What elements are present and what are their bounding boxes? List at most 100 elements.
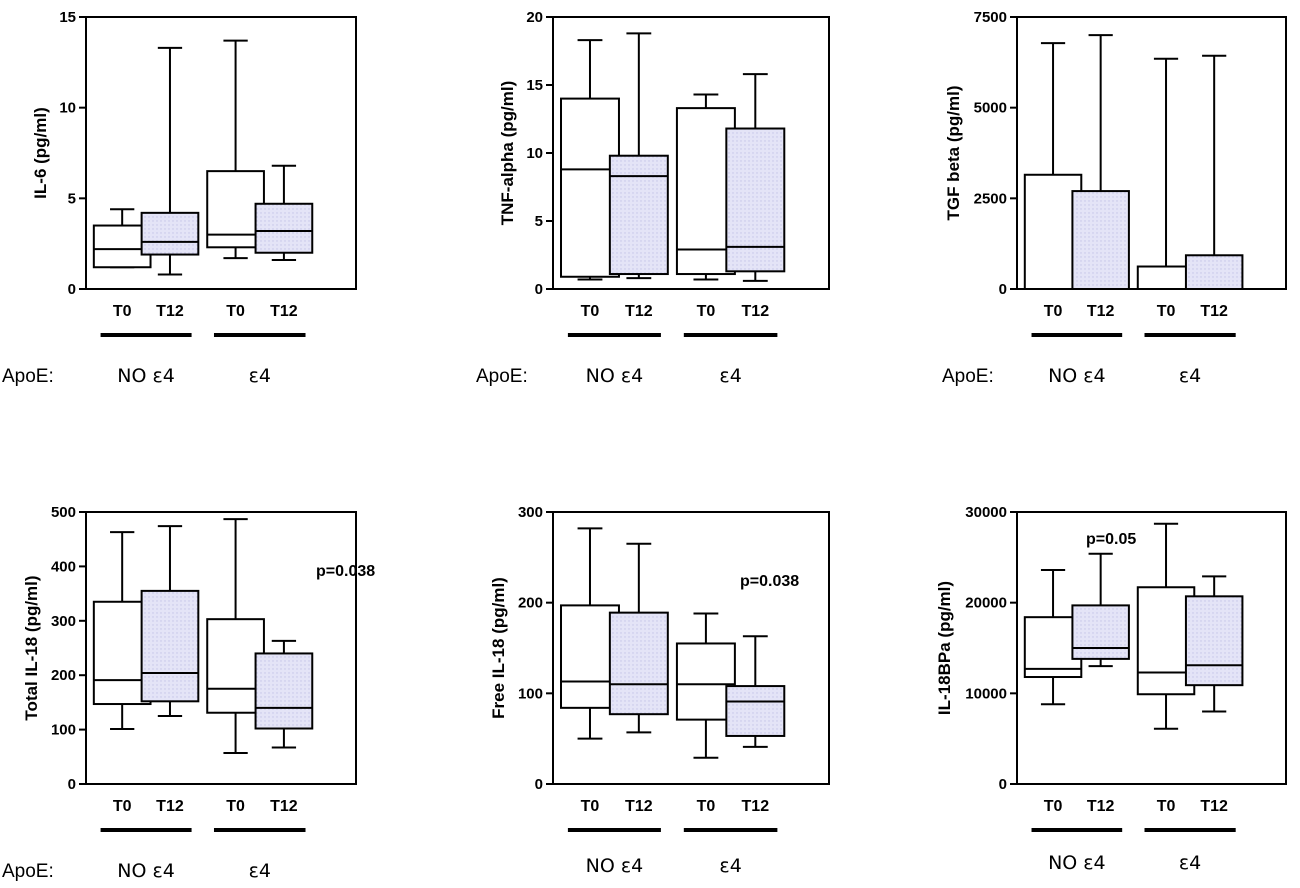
y-tick-label: 0 (535, 776, 543, 793)
y-tick-label: 200 (51, 667, 76, 684)
y-tick-label: 7500 (974, 9, 1007, 26)
category-label: T12 (156, 798, 184, 815)
box-iqr (608, 611, 669, 716)
group-label: NO ε4 (1048, 852, 1106, 874)
box-iqr (1184, 595, 1244, 687)
box-t0-e4 (206, 518, 265, 754)
y-tick-label: 0 (535, 281, 543, 298)
y-tick-label: 15 (526, 77, 543, 94)
category-label: T12 (625, 303, 653, 320)
y-tick-label: 300 (51, 613, 76, 630)
group-label: NO ε4 (586, 855, 644, 877)
p-value-annotation: p=0.038 (316, 563, 375, 580)
y-tick-label: 100 (518, 685, 543, 702)
group-label: ε4 (249, 860, 271, 882)
y-tick-label: 0 (999, 776, 1007, 793)
box-iqr (140, 211, 200, 256)
y-tick-label: 200 (518, 595, 543, 612)
group-label: NO ε4 (586, 365, 644, 387)
category-label: T12 (1200, 303, 1228, 320)
box-t12-no-e4 (608, 542, 669, 734)
chart-panel-total-il18: 0 100 200 300 400 500 Total IL-18 (pg/ml) T0 T12… (2, 504, 375, 882)
y-tick-label: 500 (51, 504, 76, 521)
y-tick-label: 10 (526, 145, 543, 162)
category-label: T0 (226, 798, 245, 815)
category-label: T12 (742, 303, 770, 320)
group-label: ε4 (719, 365, 741, 387)
y-axis-label: TGF beta (pg/ml) (944, 85, 963, 220)
group-label: NO ε4 (117, 365, 175, 387)
category-label: T12 (742, 798, 770, 815)
box-iqr (1136, 586, 1196, 696)
apoe-label: ApoE: (2, 861, 54, 882)
chart-panel-free-il18: 0 100 200 300 Free IL-18 (pg/ml) T0 T12 T0 T12 NO… (489, 504, 830, 877)
box-iqr (1071, 604, 1130, 660)
y-tick-label: 2500 (974, 190, 1007, 207)
p-value-annotation: p=0.05 (1086, 531, 1136, 548)
y-axis-label: TNF-alpha (pg/ml) (498, 81, 517, 225)
category-label: T12 (1087, 303, 1115, 320)
category-label: T12 (1200, 798, 1228, 815)
category-label: T12 (270, 303, 298, 320)
apoe-label: ApoE: (476, 366, 528, 387)
box-iqr (675, 107, 736, 276)
plot-frame (552, 511, 830, 785)
y-tick-label: 100 (51, 722, 76, 739)
y-axis-label: IL-6 (pg/ml) (31, 107, 50, 199)
group-label: ε4 (1179, 365, 1201, 387)
box-t12-no-e4 (1071, 552, 1130, 668)
apoe-label: ApoE: (942, 366, 994, 387)
box-t12-e4 (1184, 575, 1244, 713)
y-tick-label: 20000 (965, 595, 1007, 612)
box-iqr (725, 127, 786, 273)
category-label: T0 (226, 303, 245, 320)
y-axis-label: Free IL-18 (pg/ml) (489, 577, 508, 719)
group-label: NO ε4 (117, 860, 175, 882)
box-t12-no-e4 (140, 525, 200, 717)
plot-frame (85, 16, 357, 290)
box-t12-e4 (725, 73, 786, 282)
category-label: T12 (270, 798, 298, 815)
box-iqr (1184, 254, 1244, 291)
y-tick-label: 20 (526, 9, 543, 26)
y-tick-label: 10000 (965, 685, 1007, 702)
box-t12-e4 (254, 164, 314, 261)
box-iqr (254, 652, 314, 730)
y-tick-label: 5000 (974, 100, 1007, 117)
group-label: ε4 (719, 855, 741, 877)
box-t12-e4 (1184, 54, 1244, 291)
plot-frame (1016, 511, 1287, 785)
y-tick-label: 15 (59, 9, 76, 26)
y-axis-label: Total IL-18 (pg/ml) (22, 575, 41, 720)
box-t0-e4 (1136, 522, 1196, 730)
y-tick-label: 0 (68, 776, 76, 793)
category-label: T0 (697, 798, 716, 815)
box-t12-e4 (254, 639, 314, 749)
category-label: T12 (1087, 798, 1115, 815)
apoe-label: ApoE: (2, 366, 54, 387)
box-iqr (140, 589, 200, 703)
category-label: T0 (1157, 798, 1176, 815)
box-t12-no-e4 (1071, 34, 1130, 290)
box-t0-e4 (675, 612, 736, 759)
box-iqr (725, 685, 786, 737)
group-label: NO ε4 (1048, 365, 1106, 387)
category-label: T0 (581, 798, 600, 815)
plot-frame (85, 511, 357, 785)
category-label: T0 (113, 303, 132, 320)
box-t12-e4 (725, 635, 786, 748)
category-label: T12 (156, 303, 184, 320)
box-iqr (1071, 190, 1130, 290)
y-tick-label: 5 (68, 190, 76, 207)
y-tick-label: 5 (535, 213, 543, 230)
p-value-annotation: p=0.038 (740, 573, 799, 590)
group-label: ε4 (249, 365, 271, 387)
y-tick-label: 0 (68, 281, 76, 298)
y-tick-label: 400 (51, 558, 76, 575)
category-label: T0 (1157, 303, 1176, 320)
y-tick-label: 30000 (965, 504, 1007, 521)
category-label: T0 (1044, 303, 1063, 320)
chart-panel-tgf: 0 2500 5000 7500 TGF beta (pg/ml) T0 T12 T0 T12 N… (942, 9, 1287, 387)
box-iqr (675, 642, 736, 721)
